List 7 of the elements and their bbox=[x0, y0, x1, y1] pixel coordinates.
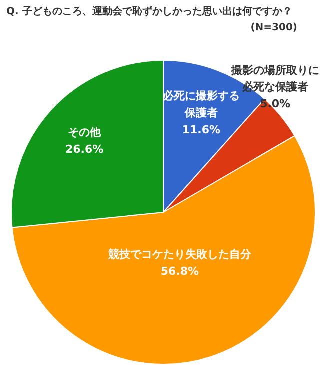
chart-subtitle: (N=300) bbox=[250, 22, 298, 34]
slice-label: その他 bbox=[68, 126, 102, 140]
chart-title: Q. 子どものころ、運動会で恥ずかしかった思い出は何ですか？ bbox=[6, 6, 292, 18]
data-label: 56.8% bbox=[160, 265, 200, 278]
data-label: 11.6% bbox=[182, 123, 221, 136]
slice-label: 競技でコケたり失敗した自分 bbox=[107, 248, 252, 262]
data-label: 26.6% bbox=[66, 143, 104, 156]
